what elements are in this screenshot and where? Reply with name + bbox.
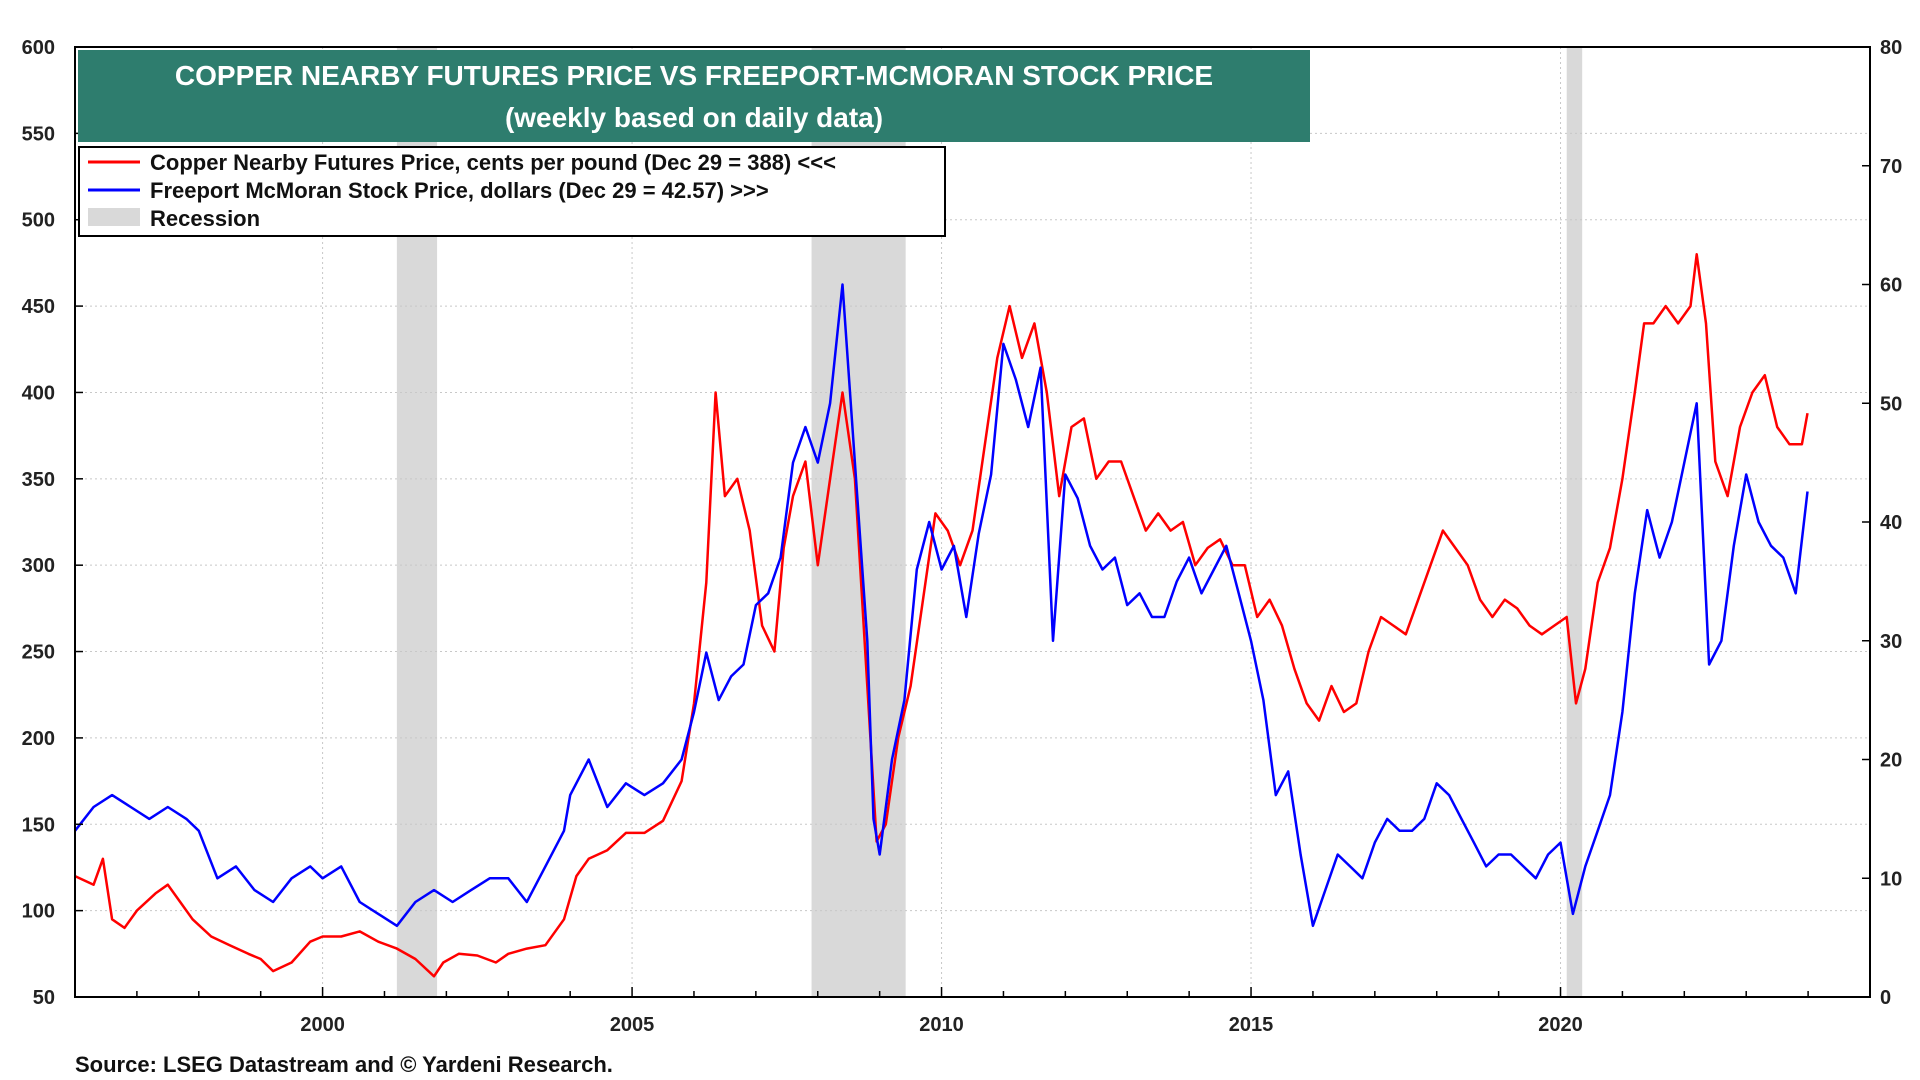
right-tick-label-0: 0 xyxy=(1880,987,1891,1009)
right-tick-label-5: 50 xyxy=(1880,393,1902,415)
right-axis-tick-labels: 0 10 20 30 40 50 60 70 80 xyxy=(1880,37,1902,1009)
right-tick-label-3: 30 xyxy=(1880,631,1902,653)
left-tick-label-11: 600 xyxy=(22,37,55,59)
source-note: Source: LSEG Datastream and © Yardeni Re… xyxy=(75,1052,613,1077)
left-tick-label-3: 200 xyxy=(22,728,55,750)
right-tick-label-4: 40 xyxy=(1880,512,1902,534)
left-tick-label-7: 400 xyxy=(22,382,55,404)
legend-recession-swatch xyxy=(88,208,140,226)
x-tick-label-1: 2005 xyxy=(610,1014,655,1036)
series-line-freeport xyxy=(74,283,1809,928)
right-tick-label-8: 80 xyxy=(1880,37,1902,59)
series-line-copper xyxy=(74,253,1809,978)
x-tick-label-4: 2020 xyxy=(1538,1014,1583,1036)
left-tick-label-8: 450 xyxy=(22,296,55,318)
legend: Copper Nearby Futures Price, cents per p… xyxy=(78,146,946,237)
right-tick-label-2: 20 xyxy=(1880,750,1902,772)
left-tick-label-10: 550 xyxy=(22,123,55,145)
title-background xyxy=(78,50,1310,142)
left-tick-label-6: 350 xyxy=(22,469,55,491)
x-tick-label-3: 2015 xyxy=(1229,1014,1274,1036)
legend-freeport-label: Freeport McMoran Stock Price, dollars (D… xyxy=(150,178,769,203)
left-axis-tick-labels: 50 100 150 200 250 300 350 400 450 500 550 600 xyxy=(22,37,55,1009)
left-tick-label-2: 150 xyxy=(22,814,55,836)
title-box: COPPER NEARBY FUTURES PRICE VS FREEPORT-… xyxy=(78,50,1310,142)
x-tick-label-2: 2010 xyxy=(919,1014,964,1036)
chart-title: COPPER NEARBY FUTURES PRICE VS FREEPORT-… xyxy=(175,60,1213,91)
left-tick-label-9: 500 xyxy=(22,210,55,232)
right-tick-label-7: 70 xyxy=(1880,156,1902,178)
left-tick-label-5: 300 xyxy=(22,555,55,577)
axis-ticks xyxy=(74,46,1870,998)
legend-recession-label: Recession xyxy=(150,206,260,231)
legend-box xyxy=(78,146,946,237)
series-lines xyxy=(74,253,1809,978)
right-tick-label-6: 60 xyxy=(1880,275,1902,297)
chart-subtitle: (weekly based on daily data) xyxy=(505,102,883,133)
right-tick-label-1: 10 xyxy=(1880,868,1902,890)
left-tick-label-4: 250 xyxy=(22,642,55,664)
left-tick-label-1: 100 xyxy=(22,901,55,923)
recession-band-2 xyxy=(1566,47,1583,997)
legend-copper-label: Copper Nearby Futures Price, cents per p… xyxy=(150,150,836,175)
left-tick-label-0: 50 xyxy=(33,987,55,1009)
x-axis-tick-labels: 2000 2005 2010 2015 2020 xyxy=(300,1014,1582,1036)
x-tick-label-0: 2000 xyxy=(300,1014,345,1036)
